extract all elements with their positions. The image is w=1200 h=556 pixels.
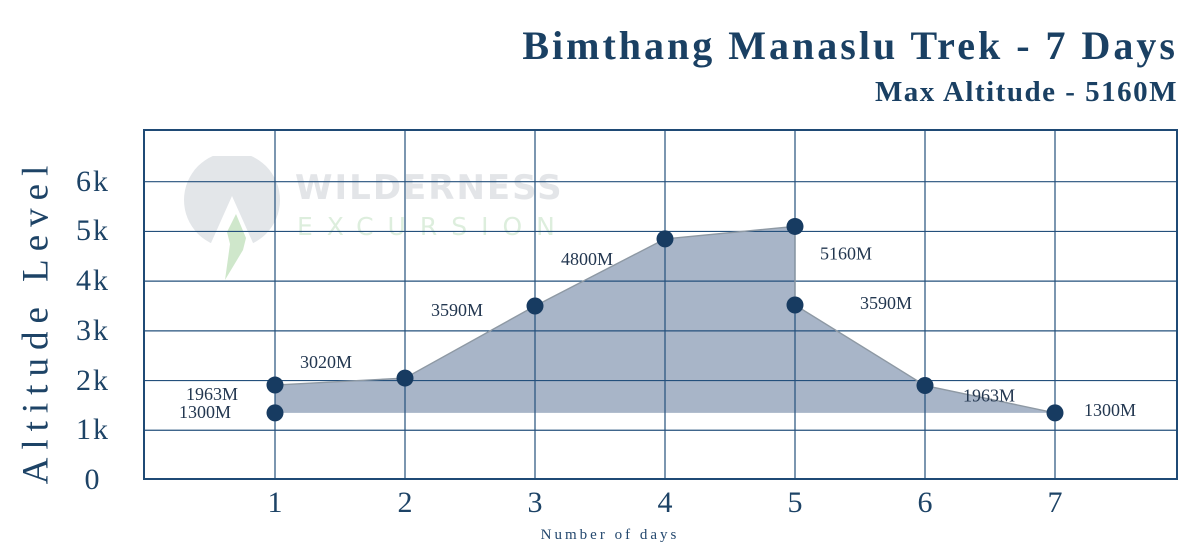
data-point-marker — [656, 230, 674, 248]
y-tick-label: 5k — [76, 214, 110, 248]
data-point-marker — [266, 404, 284, 422]
data-point-marker — [1046, 404, 1064, 422]
y-tick-label: 2k — [76, 363, 110, 397]
y-axis-title: Altitude Level — [15, 157, 57, 485]
chart-title: Bimthang Manaslu Trek - 7 Days — [522, 23, 1178, 68]
data-point-label: 1963M — [963, 386, 1015, 406]
data-point-label: 3590M — [860, 293, 912, 313]
plot-border — [143, 129, 1178, 480]
data-point-label: 3590M — [431, 300, 483, 320]
y-tick-label: 3k — [76, 313, 110, 347]
data-point-marker — [916, 377, 934, 395]
data-point-label: 1300M — [179, 402, 231, 422]
x-tick-label: 1 — [267, 486, 283, 519]
chart-subtitle: Max Altitude - 5160M — [874, 76, 1178, 108]
x-axis-title: Number of days — [540, 527, 680, 543]
data-point-label: 4800M — [561, 249, 613, 269]
data-point-marker — [526, 297, 544, 315]
x-tick-label: 2 — [397, 486, 413, 519]
area-edge-line — [274, 225, 1056, 414]
data-point-marker — [266, 376, 284, 394]
x-tick-label: 5 — [787, 486, 803, 519]
x-tick-label: 3 — [527, 486, 543, 519]
data-point-marker — [786, 217, 804, 235]
x-tick-label: 6 — [917, 486, 933, 519]
x-tick-label: 7 — [1047, 486, 1063, 519]
data-point-label: 5160M — [820, 244, 872, 264]
data-point-label: 3020M — [300, 352, 352, 372]
data-point-label: 1300M — [1084, 400, 1136, 420]
data-point-marker — [396, 369, 414, 387]
y-tick-label: 4k — [76, 264, 110, 298]
data-point-marker — [786, 296, 804, 314]
y-tick-label: 6k — [76, 164, 110, 198]
x-tick-label: 4 — [657, 486, 673, 519]
y-tick-label: 1k — [76, 413, 110, 447]
data-point-label: 1963M — [186, 384, 238, 404]
y-tick-label: 0 — [84, 463, 102, 496]
